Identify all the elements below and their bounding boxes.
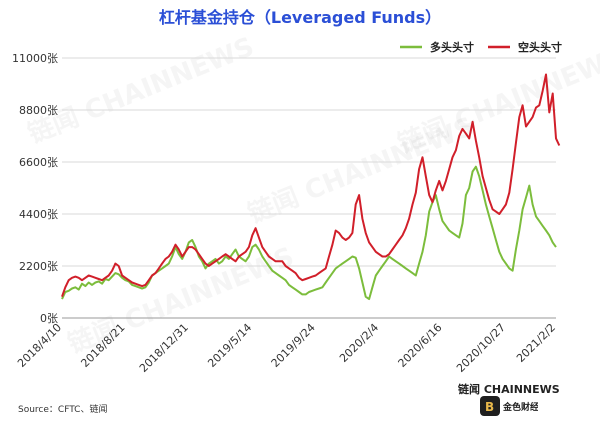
jinse-logo-icon bbox=[480, 396, 500, 416]
y-axis-ticks: 0张 2200张 4400张 6600张 8800张 11000张 bbox=[12, 52, 58, 325]
x-tick-label: 2021/2/2 bbox=[514, 321, 558, 365]
x-tick-label: 2020/10/27 bbox=[454, 321, 508, 375]
jinse-logo-glyph: B bbox=[485, 400, 494, 414]
x-tick-label: 2018/8/21 bbox=[78, 321, 127, 370]
x-tick-label: 2020/6/16 bbox=[396, 321, 445, 370]
x-tick-label: 2019/9/24 bbox=[269, 321, 318, 370]
jinse-logo-text: 金色财经 bbox=[502, 401, 538, 413]
x-axis-ticks: 2018/4/10 2018/8/21 2018/12/31 2019/5/14 201… bbox=[15, 321, 558, 375]
x-tick-label: 2018/12/31 bbox=[137, 321, 191, 375]
chart-title: 杠杆基金持仓（Leveraged Funds） bbox=[158, 8, 442, 27]
series-layer bbox=[61, 73, 561, 301]
chainnews-logo: 链闻 CHAINNEWS bbox=[458, 383, 560, 396]
legend-label-long: 多头头寸 bbox=[430, 40, 474, 54]
x-tick-label: 2019/5/14 bbox=[205, 321, 254, 370]
legend: 多头头寸 空头头寸 bbox=[400, 40, 562, 54]
x-tick-label: 2020/2/4 bbox=[337, 321, 381, 365]
y-tick-label: 6600张 bbox=[19, 156, 58, 169]
y-tick-label: 11000张 bbox=[12, 52, 58, 65]
y-tick-label: 4400张 bbox=[19, 208, 58, 221]
jinse-logo: B 金色财经 bbox=[478, 392, 539, 420]
y-tick-label: 8800张 bbox=[19, 104, 58, 117]
series-line-short bbox=[61, 73, 561, 298]
source-note: Source：CFTC、链闻 bbox=[18, 405, 108, 415]
legend-label-short: 空头头寸 bbox=[518, 40, 562, 54]
y-tick-label: 0张 bbox=[40, 312, 58, 325]
y-tick-label: 2200张 bbox=[19, 260, 58, 273]
series-line-long bbox=[61, 165, 557, 301]
grid-lines bbox=[62, 57, 556, 319]
x-tick-label: 2018/4/10 bbox=[15, 321, 64, 370]
